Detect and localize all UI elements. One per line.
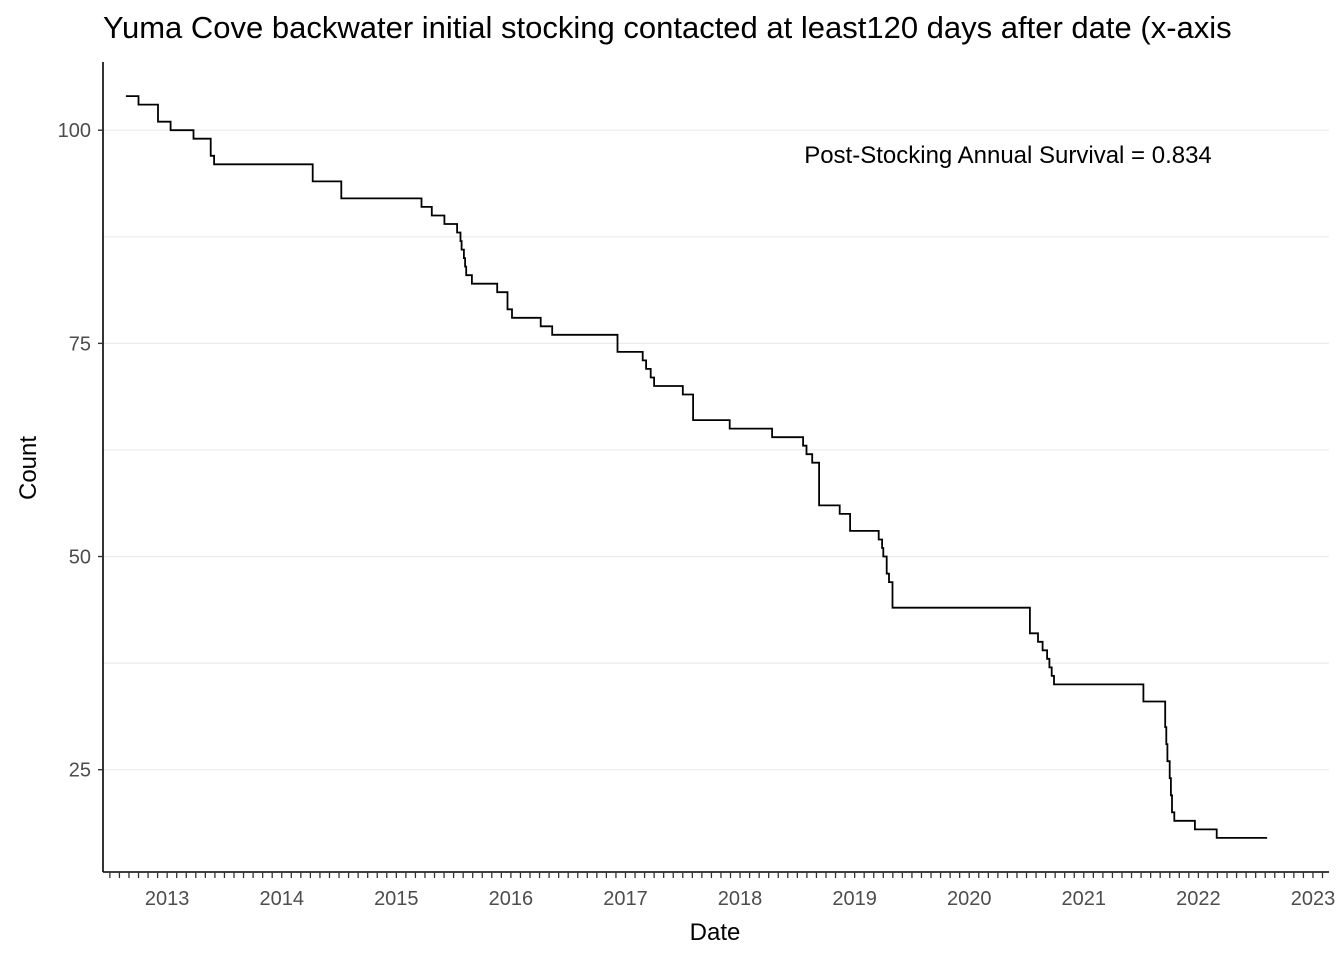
x-axis-title: Date xyxy=(690,919,741,946)
x-tick-label: 2013 xyxy=(145,888,190,910)
x-tick-label: 2021 xyxy=(1062,888,1107,910)
chart-title: Yuma Cove backwater initial stocking con… xyxy=(103,10,1232,45)
count-step-line xyxy=(125,95,1268,839)
x-tick-label: 2020 xyxy=(947,888,992,910)
y-tick-label: 25 xyxy=(69,760,91,782)
y-tick-label: 75 xyxy=(69,333,91,355)
x-tick-label: 2016 xyxy=(489,888,534,910)
survival-annotation: Post-Stocking Annual Survival = 0.834 xyxy=(804,142,1212,169)
x-tick-label: 2014 xyxy=(259,888,304,910)
x-tick-label: 2019 xyxy=(832,888,877,910)
x-tick-label: 2015 xyxy=(374,888,419,910)
axis-layer: 25 50 75 100 2013 2014 2015 2016 2017 2018 2019 202… xyxy=(58,62,1336,910)
x-tick-label: 2018 xyxy=(718,888,763,910)
grid-layer xyxy=(103,129,1329,771)
series-layer xyxy=(125,95,1268,839)
x-tick-label: 2022 xyxy=(1176,888,1221,910)
y-tick-label: 100 xyxy=(58,120,91,142)
y-tick-label: 50 xyxy=(69,547,91,569)
y-axis-title: Count xyxy=(15,436,42,500)
x-tick-label: 2017 xyxy=(603,888,648,910)
x-tick-label: 2023 xyxy=(1291,888,1336,910)
